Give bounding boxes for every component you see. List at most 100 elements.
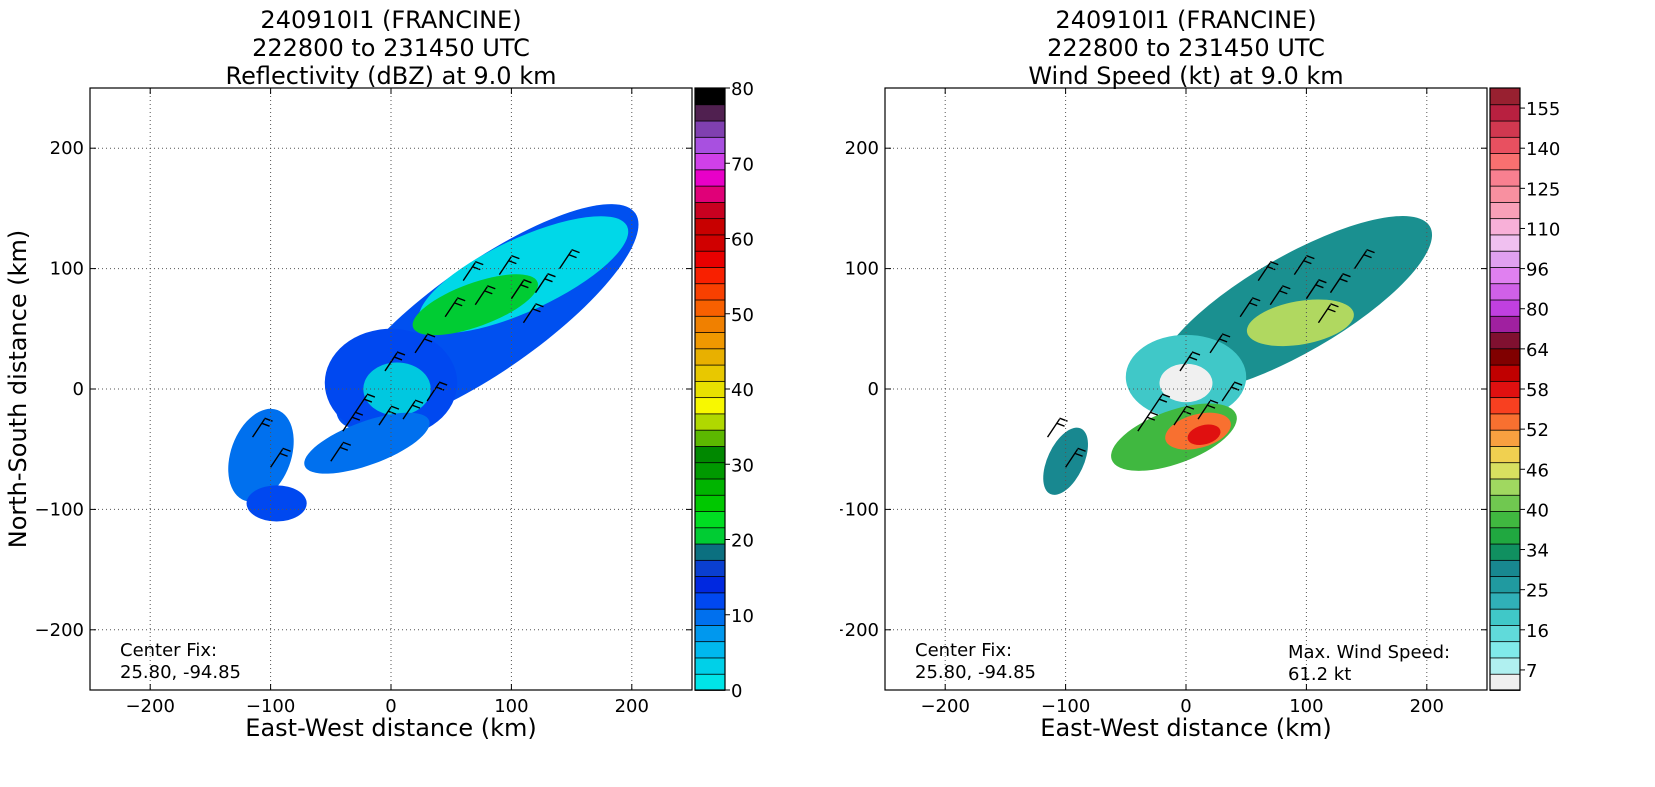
colorbar-swatch [694,250,726,268]
colorbar-swatch [1489,315,1521,333]
colorbar-tick-label: 58 [1526,380,1549,401]
colorbar-tick-label: 46 [1526,460,1549,481]
x-axis-label: East-West distance (km) [1040,714,1331,742]
colorbar-swatch [694,136,726,154]
colorbar-swatch [694,478,726,496]
colorbar-swatch [1489,266,1521,285]
colorbar-swatch [1489,87,1521,106]
colorbar-swatch [1489,413,1521,431]
wind-barb [1209,333,1231,354]
wind-barb [426,381,448,402]
wind-barb [354,393,376,414]
colorbar-tick-label: 96 [1526,260,1549,281]
colorbar-swatch [1489,234,1521,252]
center-fix-value: 25.80, -94.85 [120,662,241,683]
data-field [1043,216,1433,495]
colorbar-swatch [1489,217,1521,236]
x-tick-label: 0 [1180,696,1191,717]
colorbar-swatch [694,673,726,691]
y-tick-label: −200 [35,620,84,641]
wind-barb [1197,399,1219,420]
colorbar-swatch [694,152,726,171]
colorbar-swatch [694,543,726,561]
colorbar-swatch [1489,152,1521,171]
colorbar-swatch [1489,526,1521,545]
colorbar-swatch [1489,250,1521,268]
colorbar-tick-label: 125 [1526,179,1560,200]
colorbar-swatch [694,608,726,626]
colorbar-swatch [694,624,726,643]
colorbar-tick-label: 40 [1526,500,1549,521]
center-fix-label: Center Fix: [915,640,1012,661]
colorbar-swatch [1489,347,1521,366]
colorbar-swatch [694,364,726,382]
title-line-3: Wind Speed (kt) at 9.0 km [1028,62,1344,90]
wind-barb [444,297,466,318]
colorbar-swatch [694,234,726,252]
y-tick-label: 100 [845,259,879,280]
x-tick-label: −100 [1041,696,1090,717]
title-line-1: 240910I1 (FRANCINE) [1055,6,1317,34]
wind-barb [1046,417,1068,438]
colorbar-swatch [1489,396,1521,415]
wind-barb [522,303,544,324]
colorbar-swatch [1489,624,1521,643]
colorbar-swatch [694,266,726,285]
wind-barb [1137,411,1159,432]
wind-barb [1239,297,1261,318]
colorbar-tick-label: 20 [731,531,754,552]
wind-barb [558,248,580,269]
x-tick-label: 200 [615,696,649,717]
field-cell [246,485,307,522]
wind-speed-chart: −200 −100 0 100 200 −200 −100 0 100 200 East-West … [840,87,1560,742]
wind-barb [1065,447,1086,468]
colorbar-tick-label: 34 [1526,541,1549,562]
x-tick-label: 200 [1410,696,1444,717]
max-wind-speed-value: 61.2 kt [1288,664,1351,685]
wind-barb [378,405,400,426]
colorbar-tick-label: 70 [731,154,754,175]
colorbar-swatch [694,315,726,333]
colorbar-swatch [1489,185,1521,203]
wind-barb [534,273,556,294]
colorbar-swatch [1489,494,1521,512]
x-tick-label: 0 [385,696,396,717]
colorbar-swatch [1489,673,1521,691]
colorbar-swatch [1489,543,1521,561]
wind-barb [342,411,364,432]
colorbar-swatch [694,575,726,594]
wind-barb [1329,273,1351,294]
colorbar-swatch [694,87,726,106]
wind-barb [462,260,484,282]
wind-barb [330,441,352,462]
colorbar-swatch [1489,478,1521,496]
colorbar-swatch [1489,282,1521,301]
title-line-2: 222800 to 231450 UTC [1047,34,1325,62]
wind-barb [498,254,520,276]
colorbar-swatch [694,217,726,236]
wind-barb [1293,254,1315,276]
colorbar-tick-label: 155 [1526,99,1560,120]
colorbar-tick-label: 25 [1526,581,1549,602]
title-line-3: Reflectivity (dBZ) at 9.0 km [225,62,557,90]
x-tick-label: −100 [246,696,295,717]
colorbar: 7 16 25 34 40 46 52 58 64 80 96 110 125 140 155 [1489,87,1560,691]
colorbar-tick-label: 80 [1526,300,1549,321]
wind-barb [1149,393,1171,414]
colorbar-swatch [694,347,726,366]
wind-speed-title: 240910I1 (FRANCINE) 222800 to 231450 UTC… [885,6,1487,90]
field-cell [228,408,294,502]
colorbar-swatch [1489,559,1521,578]
y-tick-label: −100 [35,499,84,520]
wind-barb [1317,303,1339,324]
colorbar-swatch [694,413,726,431]
center-fix-label: Center Fix: [120,640,217,661]
x-tick-label: 100 [1289,696,1323,717]
center-fix-value: 25.80, -94.85 [915,662,1036,683]
colorbar-swatch [694,640,726,659]
colorbar-tick-label: 0 [731,681,742,702]
colorbar-swatch [694,591,726,610]
max-wind-speed-label: Max. Wind Speed: [1288,642,1450,663]
y-tick-label: −200 [840,620,879,641]
colorbar-swatch [1489,103,1521,122]
